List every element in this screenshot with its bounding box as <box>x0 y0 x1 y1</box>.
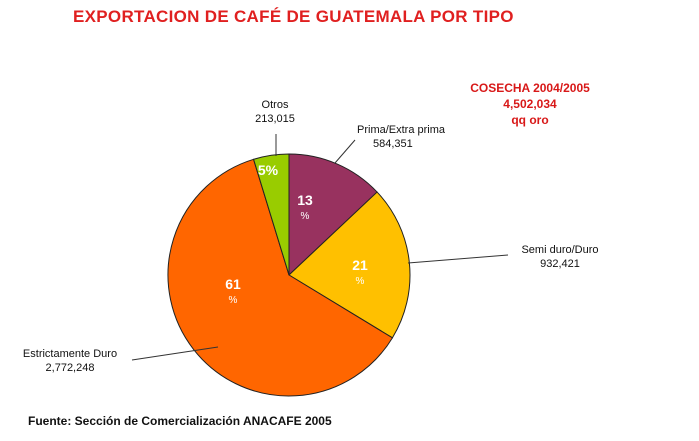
pie-slice-3 <box>167 158 394 397</box>
slice-label-value: 932,421 <box>540 258 580 270</box>
chart-title: EXPORTACION DE CAFÉ DE GUATEMALA POR TIP… <box>73 7 514 26</box>
slice-label-name: Otros <box>262 99 289 111</box>
harvest-unit-label: qq oro <box>511 113 549 127</box>
slice-percent: 13 <box>297 192 313 208</box>
slice-percent-symbol: % <box>301 211 310 222</box>
leader-line-1 <box>334 139 356 164</box>
slice-label-value: 584,351 <box>373 138 413 150</box>
slice-label-value: 213,015 <box>255 113 295 125</box>
harvest-total-value: 4,502,034 <box>503 97 557 111</box>
leader-line-3 <box>131 346 219 361</box>
harvest-summary: COSECHA 2004/2005 4,502,034 qq oro <box>452 80 608 128</box>
slice-percent-symbol: % <box>229 295 238 306</box>
source-note: Fuente: Sección de Comercialización ANAC… <box>28 414 332 428</box>
slice-percent: 5% <box>258 162 279 178</box>
slice-label-value: 2,772,248 <box>46 362 95 374</box>
pie-slice-1 <box>288 153 378 277</box>
slice-label-name: Semi duro/Duro <box>521 244 598 256</box>
slice-percent: 21 <box>352 257 368 273</box>
slice-percent: 61 <box>225 276 241 292</box>
leader-line-2 <box>407 254 509 264</box>
slice-label-name: Prima/Extra prima <box>357 124 446 136</box>
pie-slice-2 <box>288 191 411 339</box>
slice-label-name: Estrictamente Duro <box>23 348 117 360</box>
harvest-season-label: COSECHA 2004/2005 <box>470 81 590 95</box>
pie-slice-4 <box>252 153 290 276</box>
slice-percent-symbol: % <box>356 276 365 287</box>
